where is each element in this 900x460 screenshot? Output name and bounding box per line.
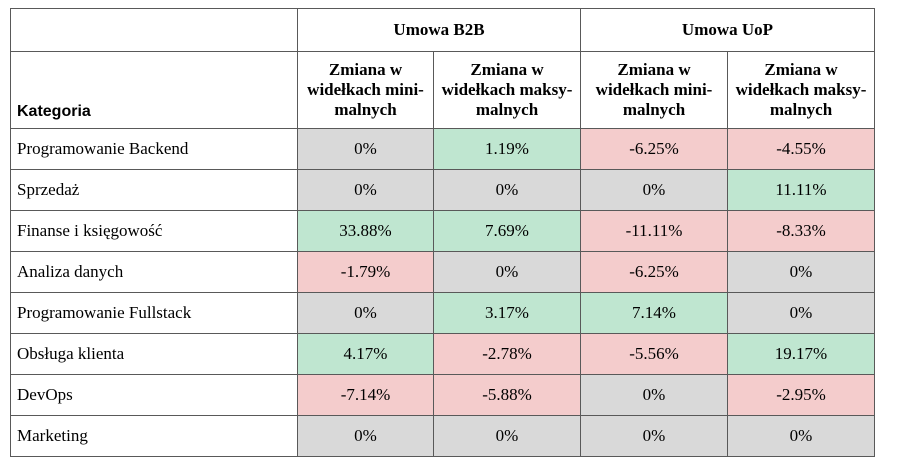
value-cell: 7.69% xyxy=(433,210,581,252)
group-header-uop: Umowa UoP xyxy=(580,8,875,52)
category-cell: Programowanie Fullstack xyxy=(10,292,298,334)
value-cell: 0% xyxy=(297,128,434,170)
sub-header-row: Kategoria Zmiana w widełkach mini-malnych… xyxy=(10,51,875,129)
category-cell: Finanse i księgowość xyxy=(10,210,298,252)
table-row: Obsługa klienta 4.17% -2.78% -5.56% 19.17% xyxy=(10,333,875,375)
value-cell: 0% xyxy=(297,169,434,211)
value-cell: 33.88% xyxy=(297,210,434,252)
category-cell: Analiza danych xyxy=(10,251,298,293)
value-cell: -11.11% xyxy=(580,210,728,252)
value-cell: -6.25% xyxy=(580,251,728,293)
category-cell: DevOps xyxy=(10,374,298,416)
table-row: Sprzedaż 0% 0% 0% 11.11% xyxy=(10,169,875,211)
value-cell: 0% xyxy=(727,292,875,334)
table-row: Programowanie Backend 0% 1.19% -6.25% -4.55% xyxy=(10,128,875,170)
table-row: Programowanie Fullstack 0% 3.17% 7.14% 0% xyxy=(10,292,875,334)
category-column-header: Kategoria xyxy=(10,51,298,129)
b2b-min-header: Zmiana w widełkach mini-malnych xyxy=(297,51,434,129)
uop-min-header: Zmiana w widełkach mini-malnych xyxy=(580,51,728,129)
value-cell: 0% xyxy=(433,415,581,457)
value-cell: 0% xyxy=(433,251,581,293)
value-cell: -1.79% xyxy=(297,251,434,293)
value-cell: 0% xyxy=(297,415,434,457)
value-cell: 1.19% xyxy=(433,128,581,170)
value-cell: -6.25% xyxy=(580,128,728,170)
value-cell: 0% xyxy=(580,169,728,211)
value-cell: -5.56% xyxy=(580,333,728,375)
header-blank-cell xyxy=(10,8,298,52)
uop-max-header: Zmiana w widełkach maksy-malnych xyxy=(727,51,875,129)
value-cell: -4.55% xyxy=(727,128,875,170)
value-cell: 0% xyxy=(727,415,875,457)
salary-change-table: Umowa B2B Umowa UoP Kategoria Zmiana w wi… xyxy=(10,8,875,457)
value-cell: 7.14% xyxy=(580,292,728,334)
category-cell: Sprzedaż xyxy=(10,169,298,211)
category-cell: Marketing xyxy=(10,415,298,457)
value-cell: 4.17% xyxy=(297,333,434,375)
value-cell: 19.17% xyxy=(727,333,875,375)
value-cell: 11.11% xyxy=(727,169,875,211)
table-row: Analiza danych -1.79% 0% -6.25% 0% xyxy=(10,251,875,293)
table-row: DevOps -7.14% -5.88% 0% -2.95% xyxy=(10,374,875,416)
value-cell: -2.78% xyxy=(433,333,581,375)
value-cell: -8.33% xyxy=(727,210,875,252)
table-body: Programowanie Backend 0% 1.19% -6.25% -4.55%… xyxy=(10,128,875,457)
value-cell: -5.88% xyxy=(433,374,581,416)
b2b-max-header: Zmiana w widełkach maksy-malnych xyxy=(433,51,581,129)
value-cell: -7.14% xyxy=(297,374,434,416)
value-cell: 0% xyxy=(297,292,434,334)
category-cell: Programowanie Backend xyxy=(10,128,298,170)
value-cell: 0% xyxy=(580,374,728,416)
value-cell: 3.17% xyxy=(433,292,581,334)
value-cell: -2.95% xyxy=(727,374,875,416)
category-cell: Obsługa klienta xyxy=(10,333,298,375)
group-header-row: Umowa B2B Umowa UoP xyxy=(10,8,875,52)
table-row: Marketing 0% 0% 0% 0% xyxy=(10,415,875,457)
value-cell: 0% xyxy=(727,251,875,293)
table-row: Finanse i księgowość 33.88% 7.69% -11.11% -8… xyxy=(10,210,875,252)
value-cell: 0% xyxy=(433,169,581,211)
value-cell: 0% xyxy=(580,415,728,457)
group-header-b2b: Umowa B2B xyxy=(297,8,581,52)
